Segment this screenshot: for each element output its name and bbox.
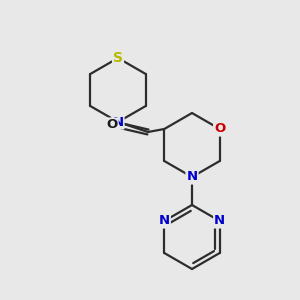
Text: O: O <box>106 118 118 131</box>
Text: O: O <box>214 122 225 136</box>
Text: N: N <box>186 170 198 184</box>
Text: N: N <box>159 214 170 227</box>
Text: N: N <box>214 214 225 227</box>
Text: S: S <box>113 51 123 65</box>
Text: N: N <box>112 116 124 128</box>
